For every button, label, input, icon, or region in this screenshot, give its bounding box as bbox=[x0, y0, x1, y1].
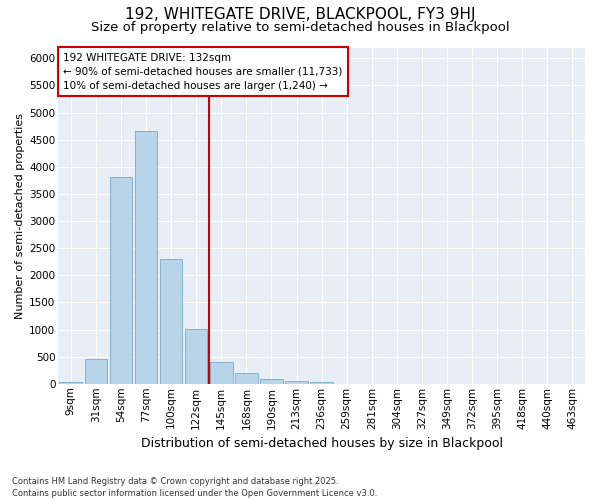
Text: Size of property relative to semi-detached houses in Blackpool: Size of property relative to semi-detach… bbox=[91, 21, 509, 34]
Bar bbox=[59, 382, 82, 384]
Bar bbox=[310, 382, 333, 384]
Text: Contains HM Land Registry data © Crown copyright and database right 2025.
Contai: Contains HM Land Registry data © Crown c… bbox=[12, 476, 377, 498]
Bar bbox=[135, 131, 157, 384]
Bar bbox=[185, 329, 208, 384]
Bar bbox=[235, 373, 257, 384]
Bar bbox=[210, 362, 233, 384]
Bar bbox=[260, 380, 283, 384]
Y-axis label: Number of semi-detached properties: Number of semi-detached properties bbox=[15, 112, 25, 318]
Bar bbox=[110, 176, 132, 384]
Bar bbox=[285, 381, 308, 384]
Bar bbox=[85, 359, 107, 384]
Bar bbox=[160, 259, 182, 384]
X-axis label: Distribution of semi-detached houses by size in Blackpool: Distribution of semi-detached houses by … bbox=[140, 437, 503, 450]
Text: 192, WHITEGATE DRIVE, BLACKPOOL, FY3 9HJ: 192, WHITEGATE DRIVE, BLACKPOOL, FY3 9HJ bbox=[125, 8, 475, 22]
Text: 192 WHITEGATE DRIVE: 132sqm
← 90% of semi-detached houses are smaller (11,733)
1: 192 WHITEGATE DRIVE: 132sqm ← 90% of sem… bbox=[64, 52, 343, 90]
